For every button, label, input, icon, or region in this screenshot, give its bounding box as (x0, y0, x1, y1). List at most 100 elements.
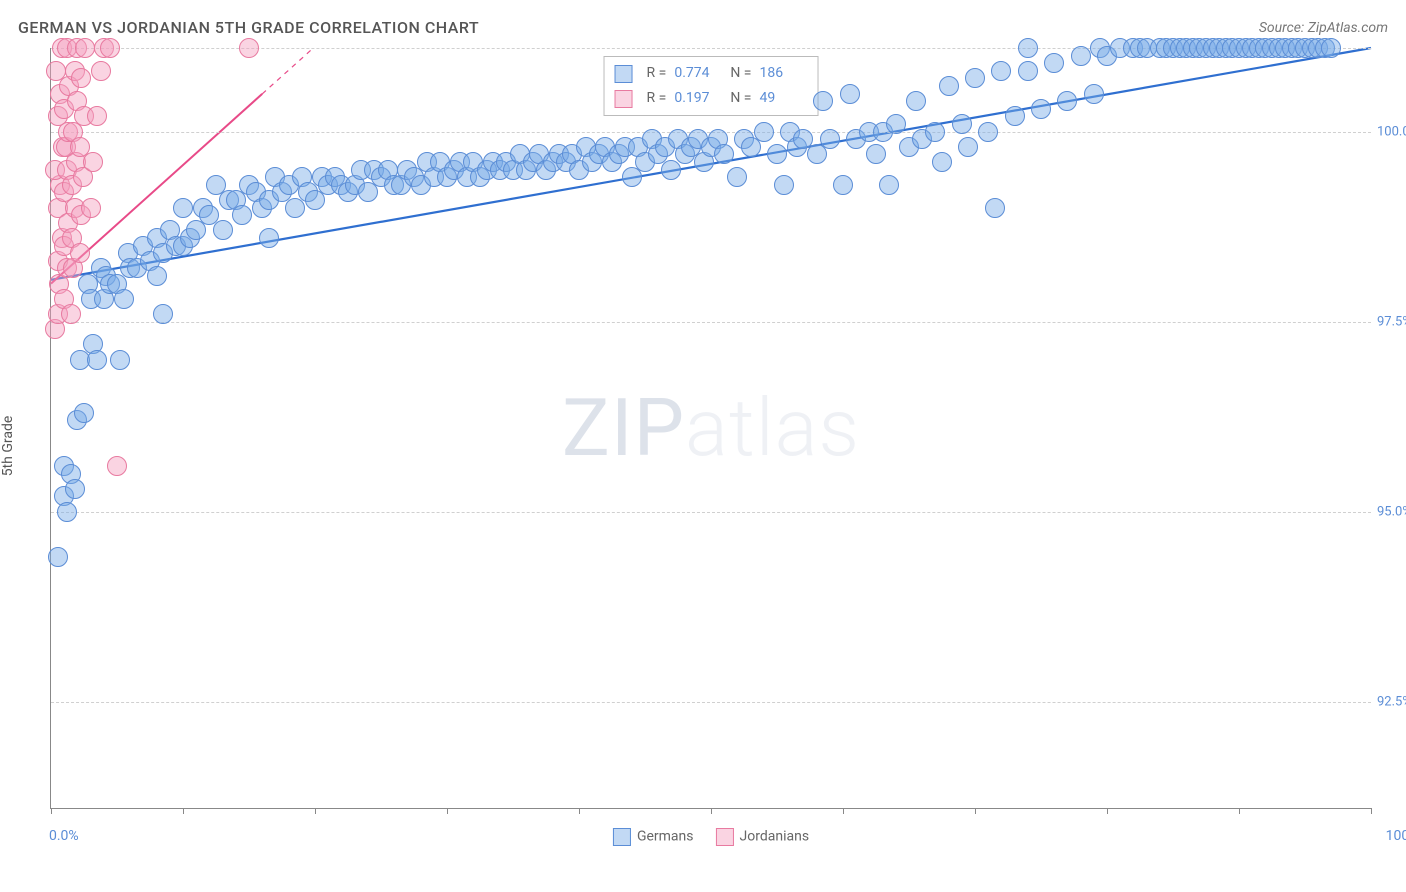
data-point-germans (925, 122, 945, 142)
data-point-germans (866, 144, 886, 164)
y-axis-label: 5th Grade (0, 416, 16, 477)
data-point-jordanians (81, 198, 101, 218)
data-point-germans (813, 91, 833, 111)
source-attribution: Source: ZipAtlas.com (1259, 20, 1388, 36)
data-point-germans (114, 289, 134, 309)
trend-line-dashed-jordanians (262, 48, 313, 94)
y-tick-label: 92.5% (1377, 694, 1406, 709)
scatter-plot: ZIPatlas R =0.774N =186R =0.197N =49 Ger… (50, 48, 1371, 809)
data-point-germans (259, 228, 279, 248)
data-point-germans (1018, 38, 1038, 58)
data-point-germans (1057, 91, 1077, 111)
data-point-germans (906, 91, 926, 111)
watermark: ZIPatlas (562, 381, 860, 475)
x-tick (51, 808, 52, 814)
stats-row: R =0.197N =49 (615, 86, 808, 111)
data-point-jordanians (83, 152, 103, 172)
data-point-germans (48, 547, 68, 567)
data-point-germans (965, 68, 985, 88)
legend-swatch (716, 828, 734, 846)
x-tick (579, 808, 580, 814)
legend-swatch (613, 828, 631, 846)
x-tick (1239, 808, 1240, 814)
data-point-germans (1071, 46, 1091, 66)
y-tick-label: 97.5% (1377, 314, 1406, 329)
data-point-germans (213, 220, 233, 240)
data-point-germans (173, 198, 193, 218)
data-point-germans (952, 114, 972, 134)
data-point-germans (886, 114, 906, 134)
source-label: Source: (1259, 20, 1304, 36)
legend-item: Jordanians (716, 828, 810, 846)
stats-row: R = 0.774 N = 186 (615, 61, 808, 86)
header: GERMAN VS JORDANIAN 5TH GRADE CORRELATIO… (18, 18, 1388, 37)
data-point-germans (65, 479, 85, 499)
source-name: ZipAtlas.com (1308, 20, 1388, 36)
stats-n-value: 186 (759, 61, 807, 86)
gridline-h (51, 512, 1371, 513)
x-axis-min-label: 0.0% (49, 828, 79, 844)
x-tick (447, 808, 448, 814)
data-point-germans (727, 167, 747, 187)
legend-label: Jordanians (740, 829, 810, 845)
stats-n-value: 49 (759, 86, 807, 111)
stats-r-label: R = (647, 61, 667, 86)
data-point-germans (985, 198, 1005, 218)
data-point-germans (939, 76, 959, 96)
gridline-h (51, 322, 1371, 323)
data-point-germans (1018, 61, 1038, 81)
data-point-germans (978, 122, 998, 142)
correlation-stats-box: R =0.774N =186R =0.197N =49 (604, 56, 819, 116)
data-point-germans (1084, 84, 1104, 104)
data-point-germans (754, 122, 774, 142)
data-point-jordanians (70, 243, 90, 263)
data-point-jordanians (87, 106, 107, 126)
data-point-germans (74, 403, 94, 423)
data-point-germans (153, 304, 173, 324)
data-point-germans (879, 175, 899, 195)
data-point-germans (147, 266, 167, 286)
data-point-germans (833, 175, 853, 195)
data-point-germans (840, 84, 860, 104)
x-tick (1107, 808, 1108, 814)
stats-r-value: 0.774 (674, 61, 722, 86)
x-tick (975, 808, 976, 814)
data-point-jordanians (75, 38, 95, 58)
stats-n-label: N = (730, 86, 751, 111)
data-point-jordanians (61, 304, 81, 324)
data-point-jordanians (239, 38, 259, 58)
legend-label: Germans (637, 829, 694, 845)
x-tick (1371, 808, 1372, 814)
data-point-germans (1044, 53, 1064, 73)
data-point-jordanians (91, 61, 111, 81)
data-point-germans (774, 175, 794, 195)
x-tick (711, 808, 712, 814)
data-point-germans (991, 61, 1011, 81)
stats-swatch (615, 65, 633, 83)
watermark-light: atlas (685, 381, 860, 475)
data-point-germans (767, 144, 787, 164)
x-axis-max-label: 100.0% (1386, 828, 1406, 844)
chart-title: GERMAN VS JORDANIAN 5TH GRADE CORRELATIO… (18, 18, 479, 37)
data-point-germans (958, 137, 978, 157)
data-point-germans (110, 350, 130, 370)
data-point-germans (232, 205, 252, 225)
stats-n-label: N = (730, 61, 751, 86)
y-tick-label: 95.0% (1377, 504, 1406, 519)
bottom-legend: Germans Jordanians (613, 828, 809, 846)
data-point-germans (820, 129, 840, 149)
data-point-jordanians (71, 68, 91, 88)
data-point-germans (714, 144, 734, 164)
legend-item: Germans (613, 828, 694, 846)
x-tick (183, 808, 184, 814)
data-point-jordanians (100, 38, 120, 58)
stats-r-label: R = (647, 86, 667, 111)
stats-swatch (615, 90, 633, 108)
watermark-bold: ZIP (562, 381, 685, 475)
data-point-jordanians (107, 456, 127, 476)
data-point-germans (1031, 99, 1051, 119)
y-tick-label: 100.0% (1377, 124, 1406, 139)
data-point-germans (1321, 38, 1341, 58)
gridline-h (51, 702, 1371, 703)
data-point-germans (57, 502, 77, 522)
